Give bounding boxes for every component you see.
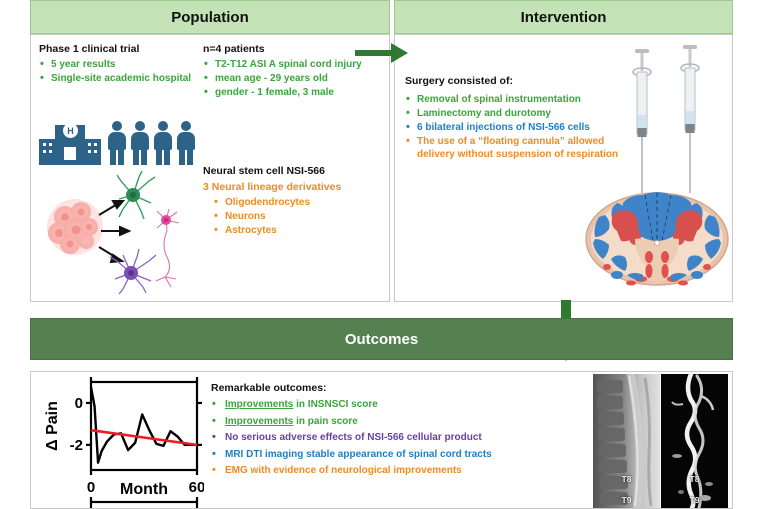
outcomes-panel: 0 -2 0 60 Δ Pain Month Remarkable outcomes: I… [30, 371, 733, 509]
hospital-letter: H [63, 123, 78, 138]
syringe-icon [613, 45, 725, 195]
mri-images: T8 T9 T8 T9 [593, 374, 729, 508]
emphasis-text: Improvements [225, 415, 294, 427]
intervention-panel: Surgery consisted of: Removal of spinal … [394, 34, 733, 302]
chart-ytick-label: -2 [70, 437, 83, 454]
chart-xtick-label: 60 [189, 479, 204, 496]
patient-icon [176, 121, 196, 165]
stem-cell-differentiation-icon [43, 165, 193, 295]
surgery-item: 6 bilateral injections of NSI-566 cells [405, 120, 620, 134]
intervention-header: Intervention [394, 0, 733, 34]
stemcell-block: Neural stem cell NSI-566 3 Neural lineag… [203, 165, 385, 238]
population-header: Population [30, 0, 390, 34]
chart-series-trend [90, 428, 198, 447]
stemcell-heading: Neural stem cell NSI-566 [203, 165, 325, 177]
outcomes-heading: Remarkable outcomes: [211, 382, 327, 394]
chart-xlabel: Month [120, 481, 168, 498]
mri-label-t9: T9 [689, 495, 700, 505]
chart-ylabel: Δ Pain [44, 401, 61, 451]
surgery-heading: Surgery consisted of: [405, 75, 513, 87]
stemcell-item: Astrocytes [213, 223, 385, 237]
surgery-item: Removal of spinal instrumentation [405, 92, 620, 106]
outcomes-list: Improvements in INSNSCI scoreImprovement… [211, 397, 591, 477]
stemcell-item: Oligodendrocytes [213, 195, 385, 209]
mri-label-t9: T9 [621, 495, 632, 505]
intervention-title: Intervention [520, 8, 607, 26]
patient-item: gender - 1 female, 3 male [203, 85, 383, 99]
chart-series-delta-pain [89, 387, 197, 464]
outcomes-text-block: Remarkable outcomes: Improvements in INS… [211, 382, 591, 481]
stemcell-list: OligodendrocytesNeuronsAstrocytes [213, 195, 385, 237]
trial-heading: Phase 1 clinical trial [39, 43, 140, 55]
surgery-block: Surgery consisted of: Removal of spinal … [405, 75, 620, 162]
delta-pain-chart: 0 -2 0 60 Δ Pain Month [39, 374, 205, 509]
stemcell-subheading: 3 Neural lineage derivatives [203, 181, 342, 194]
chart-plot-area [89, 380, 199, 472]
arrow-right-icon [355, 42, 409, 64]
trial-list: 5 year resultsSingle-site academic hospi… [39, 57, 199, 85]
patient-item: mean age - 29 years old [203, 71, 383, 85]
surgery-item: The use of a “floating cannula” allowed … [405, 134, 620, 161]
emphasis-text: Improvements [225, 399, 294, 411]
population-icons: H [39, 113, 199, 165]
patients-list: T2-T12 ASI A spinal cord injurymean age … [203, 57, 383, 99]
patient-item: T2-T12 ASI A spinal cord injury [203, 57, 383, 71]
population-title: Population [171, 8, 249, 26]
mri-dti-tractography: T8 T9 [661, 374, 728, 508]
outcomes-header: Outcomes [30, 318, 733, 360]
outcomes-title: Outcomes [344, 330, 419, 348]
trial-item: 5 year results [39, 57, 199, 71]
patient-icon [107, 121, 127, 165]
outcome-item: No serious adverse effects of NSI-566 ce… [211, 430, 591, 444]
stemcell-item: Neurons [213, 209, 385, 223]
mri-sagittal-t2: T8 T9 [593, 374, 660, 508]
hospital-icon: H [39, 121, 101, 165]
surgery-list: Removal of spinal instrumentationLaminec… [405, 92, 620, 161]
population-panel: Phase 1 clinical trial 5 year resultsSin… [30, 34, 390, 302]
outcome-item: Improvements in pain score [211, 414, 591, 428]
mri-label-t8: T8 [689, 474, 700, 484]
chart-xtick-label: 0 [87, 479, 95, 496]
chart-ytick-label: 0 [75, 395, 83, 412]
chart-secondary-plot-area [89, 500, 199, 509]
spinal-cord-cross-section-icon [583, 183, 731, 295]
trial-item: Single-site academic hospital [39, 71, 199, 85]
patient-icon [130, 121, 150, 165]
patient-icon [153, 121, 173, 165]
patients-block: n=4 patients T2-T12 ASI A spinal cord in… [203, 43, 383, 100]
trial-block: Phase 1 clinical trial 5 year resultsSin… [39, 43, 199, 86]
outcome-item: EMG with evidence of neurological improv… [211, 463, 591, 477]
surgery-item: Laminectomy and durotomy [405, 106, 620, 120]
outcome-item: MRI DTI imaging stable appearance of spi… [211, 447, 591, 461]
mri-label-t8: T8 [621, 474, 632, 484]
patients-heading: n=4 patients [203, 43, 265, 55]
outcome-item: Improvements in INSNSCI score [211, 397, 591, 411]
